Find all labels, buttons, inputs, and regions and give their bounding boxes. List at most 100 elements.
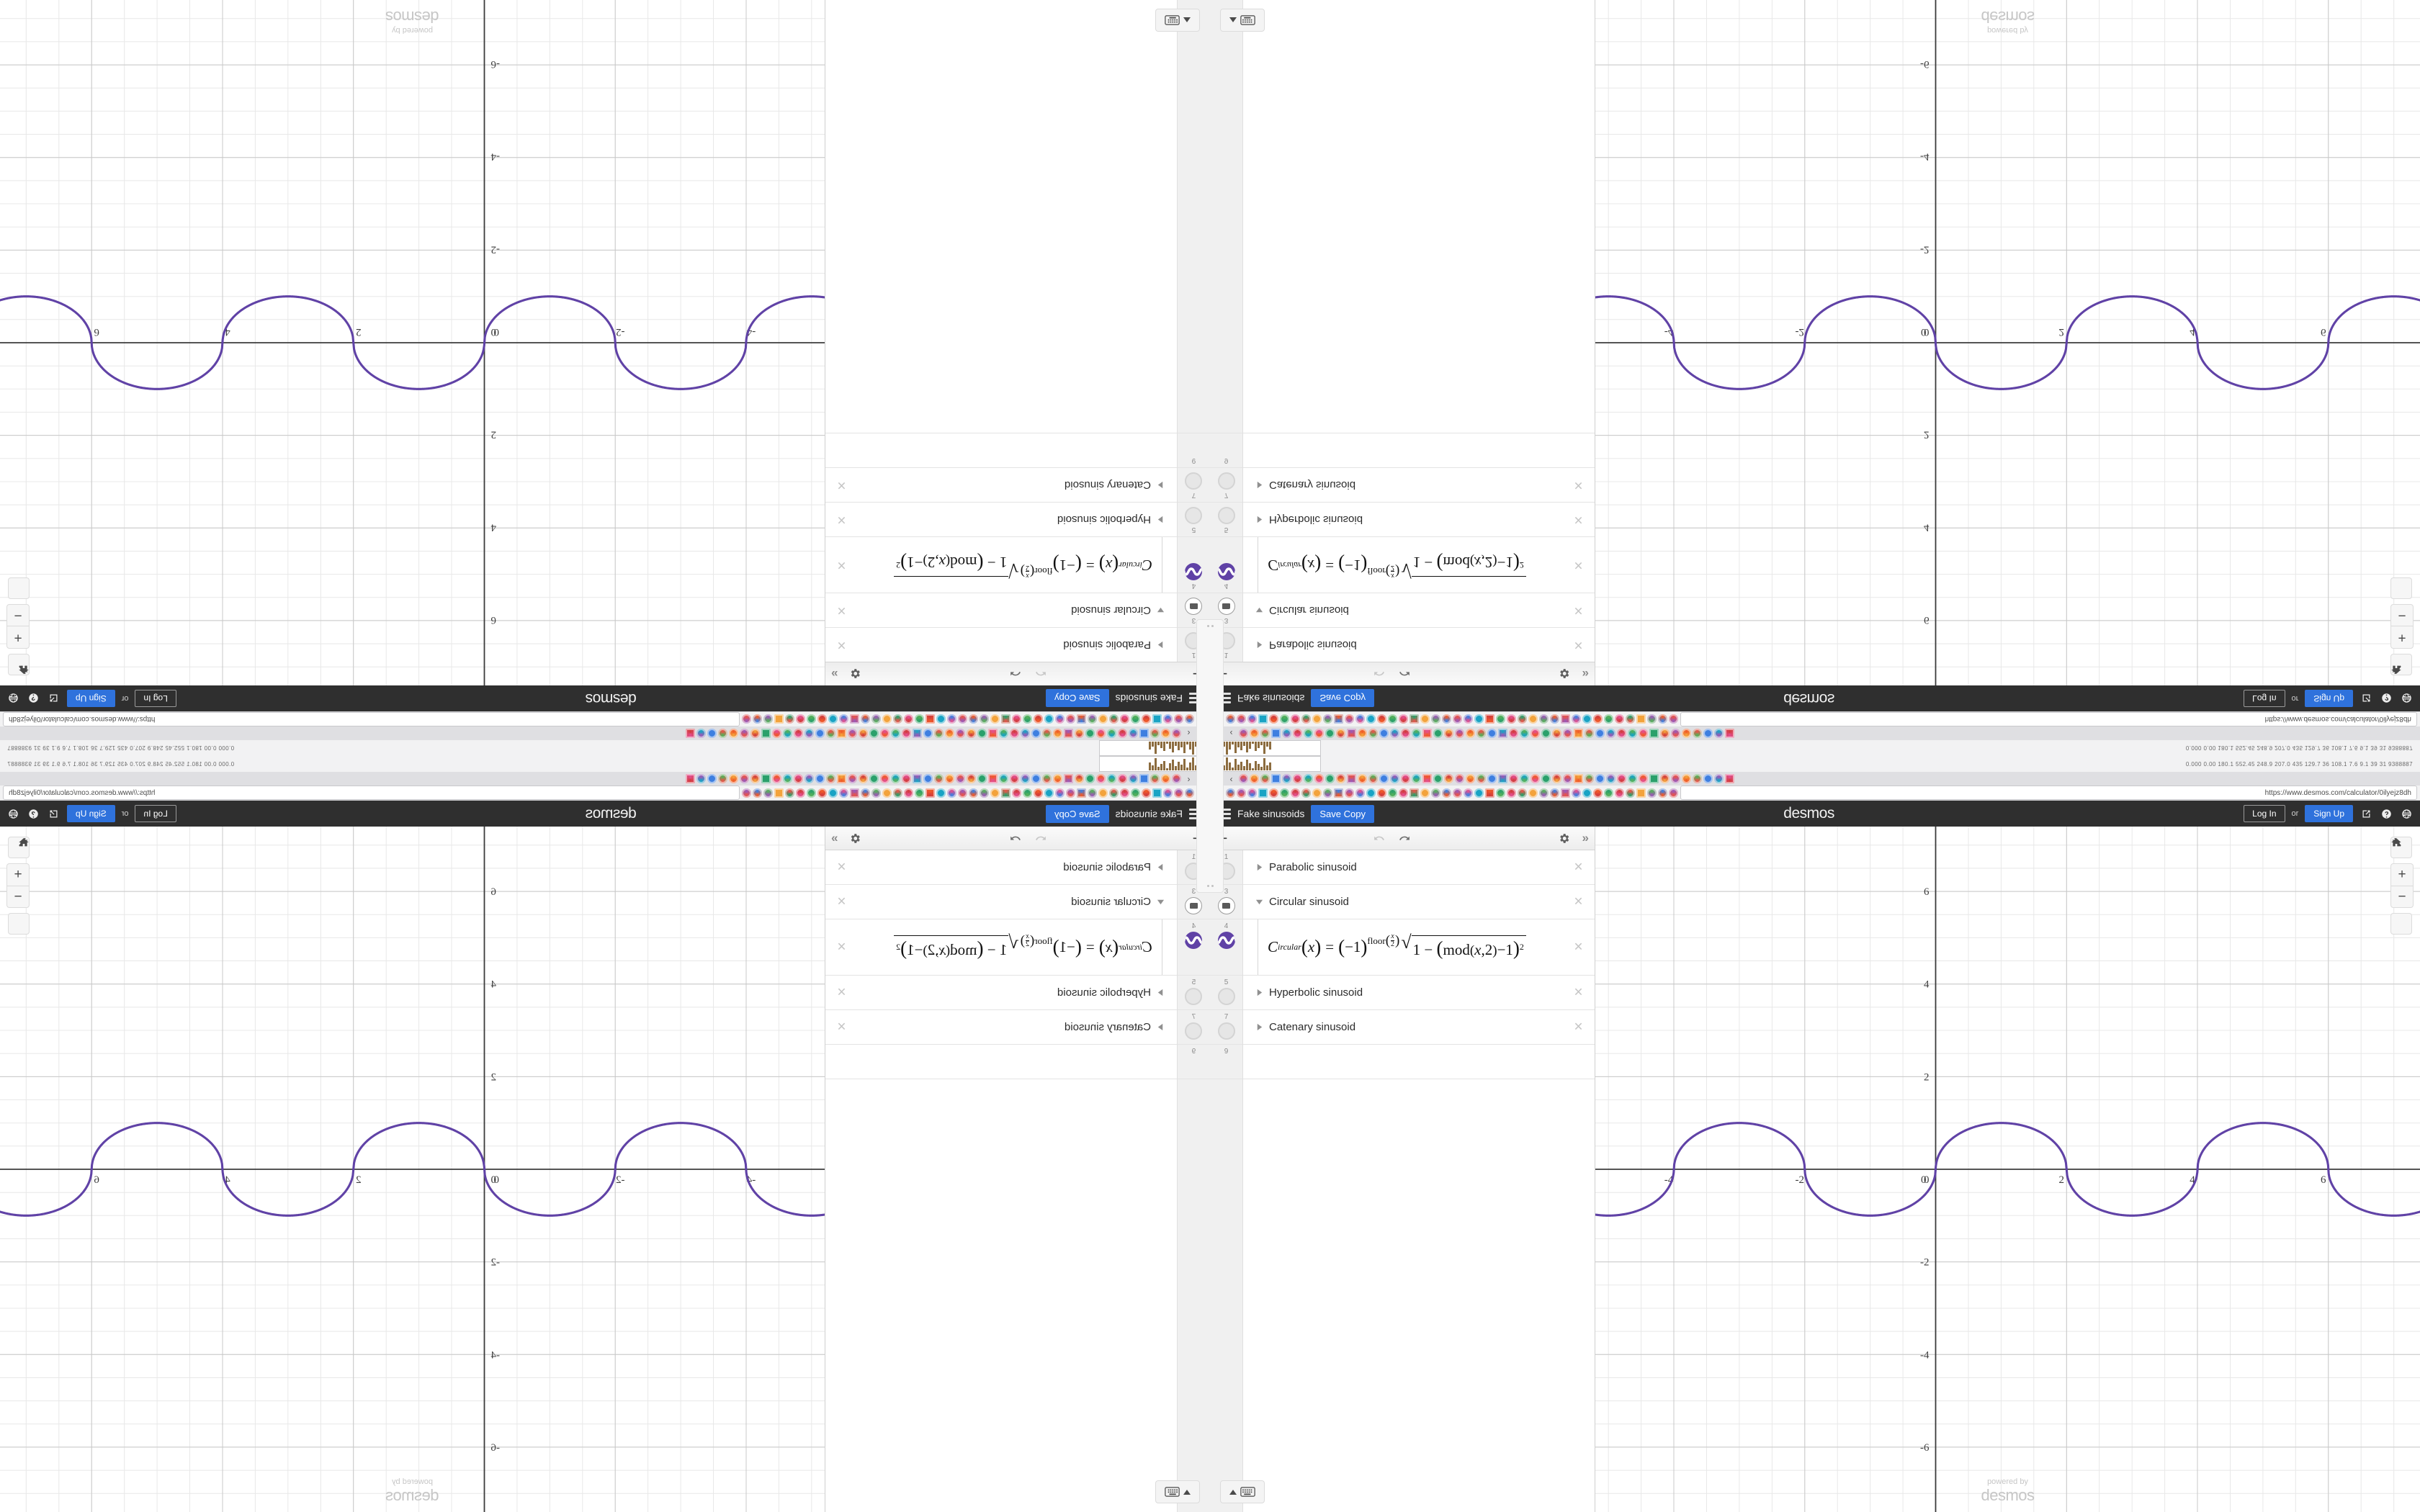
- favicon[interactable]: [828, 788, 838, 798]
- favicon[interactable]: [1390, 774, 1399, 783]
- favicon[interactable]: [1152, 788, 1162, 798]
- language-globe-icon[interactable]: [2400, 807, 2414, 821]
- favicon[interactable]: [1142, 788, 1151, 798]
- favicon[interactable]: [1714, 774, 1724, 783]
- favicon[interactable]: [1269, 788, 1278, 798]
- favicon[interactable]: [1336, 774, 1345, 783]
- graph-canvas[interactable]: -4 -2 0 2 4 6 -6 -4 -2 2 4 6 0 + −: [1595, 827, 2420, 1512]
- sign-up-button[interactable]: Sign Up: [67, 690, 115, 707]
- favicon[interactable]: [1107, 774, 1116, 783]
- favicon[interactable]: [1312, 788, 1322, 798]
- favicon[interactable]: [1626, 714, 1635, 724]
- bookmark-favicons[interactable]: [742, 714, 1194, 724]
- favicon[interactable]: [1075, 729, 1084, 738]
- help-icon[interactable]: [27, 692, 40, 706]
- favicon[interactable]: [729, 729, 738, 738]
- favicon[interactable]: [1250, 774, 1259, 783]
- expression-row-folder[interactable]: Hyperbolic sinusoid ×: [1243, 976, 1595, 1010]
- delete-expression-button[interactable]: ×: [837, 477, 846, 494]
- favicon[interactable]: [1617, 729, 1626, 738]
- favicon[interactable]: [1604, 714, 1613, 724]
- favicon[interactable]: [828, 714, 838, 724]
- favicon[interactable]: [837, 774, 846, 783]
- expression-row-folder[interactable]: Parabolic sinusoid ×: [1243, 850, 1595, 885]
- favicon[interactable]: [1260, 774, 1270, 783]
- favicon[interactable]: [1453, 714, 1462, 724]
- expression-row-folder[interactable]: Circular sinusoid ×: [1243, 885, 1595, 919]
- favicon[interactable]: [1185, 714, 1194, 724]
- favicon[interactable]: [1358, 729, 1367, 738]
- favicon[interactable]: [1485, 714, 1494, 724]
- favicon[interactable]: [988, 774, 998, 783]
- favicon[interactable]: [1271, 774, 1281, 783]
- delete-expression-button[interactable]: ×: [837, 893, 846, 909]
- plot-visibility-toggle[interactable]: [1217, 472, 1235, 490]
- chevron-right-icon[interactable]: [1155, 1021, 1167, 1033]
- favicon[interactable]: [740, 774, 749, 783]
- favicon[interactable]: [915, 714, 924, 724]
- favicon[interactable]: [1379, 729, 1389, 738]
- undo-icon[interactable]: [1034, 831, 1048, 845]
- favicon[interactable]: [913, 774, 922, 783]
- favicon[interactable]: [763, 714, 773, 724]
- favicon[interactable]: [1528, 788, 1538, 798]
- redo-icon[interactable]: [1008, 831, 1022, 845]
- home-icon[interactable]: [8, 577, 30, 674]
- favicon[interactable]: [1021, 729, 1030, 738]
- bookmark-favicons[interactable]: [1226, 788, 1678, 798]
- favicon[interactable]: [1455, 729, 1464, 738]
- favicon[interactable]: [1031, 774, 1041, 783]
- favicon[interactable]: [880, 729, 889, 738]
- favicon[interactable]: [1001, 788, 1010, 798]
- delete-expression-button[interactable]: ×: [837, 938, 846, 955]
- favicon[interactable]: [1023, 788, 1032, 798]
- favicon[interactable]: [1064, 729, 1073, 738]
- favicon[interactable]: [1323, 714, 1332, 724]
- delete-expression-button[interactable]: ×: [1574, 858, 1583, 875]
- favicon[interactable]: [980, 714, 989, 724]
- graph-title[interactable]: Fake sinusoids: [1237, 693, 1305, 704]
- tab-scroll-left-icon[interactable]: ‹: [1229, 773, 1233, 784]
- favicon[interactable]: [707, 774, 717, 783]
- plot-visibility-toggle[interactable]: [1185, 472, 1203, 490]
- expression-row-folder[interactable]: Catenary sinusoid ×: [1243, 467, 1595, 502]
- favicon[interactable]: [839, 788, 848, 798]
- save-copy-button[interactable]: Save Copy: [1311, 689, 1374, 708]
- tab-scroll-left-icon[interactable]: ‹: [1229, 728, 1233, 739]
- favicon[interactable]: [1161, 729, 1170, 738]
- favicon[interactable]: [1336, 729, 1345, 738]
- delete-expression-button[interactable]: ×: [837, 1018, 846, 1035]
- favicon[interactable]: [848, 774, 857, 783]
- favicon[interactable]: [1312, 714, 1322, 724]
- keyboard-toggle-button[interactable]: [1155, 9, 1200, 32]
- favicon[interactable]: [761, 729, 771, 738]
- expression-row-folder[interactable]: Circular sinusoid ×: [825, 885, 1177, 919]
- redo-icon[interactable]: [1008, 667, 1022, 681]
- language-globe-icon[interactable]: [6, 692, 20, 706]
- favicon[interactable]: [934, 774, 944, 783]
- tab-scroll-left-icon[interactable]: ‹: [1187, 773, 1191, 784]
- favicon[interactable]: [1120, 788, 1129, 798]
- chevron-right-icon[interactable]: [1155, 986, 1167, 999]
- favicon[interactable]: [1388, 714, 1397, 724]
- favicon[interactable]: [958, 788, 967, 798]
- delete-expression-button[interactable]: ×: [837, 603, 846, 619]
- favicon[interactable]: [891, 774, 900, 783]
- favicon[interactable]: [774, 714, 784, 724]
- favicon[interactable]: [891, 729, 900, 738]
- delete-expression-button[interactable]: ×: [1574, 603, 1583, 619]
- favicon[interactable]: [1703, 774, 1713, 783]
- favicon[interactable]: [1615, 714, 1624, 724]
- favicon[interactable]: [1088, 788, 1097, 798]
- gear-icon[interactable]: [849, 667, 863, 681]
- favicon[interactable]: [1088, 714, 1097, 724]
- plot-visibility-toggle[interactable]: [1217, 507, 1235, 524]
- favicon[interactable]: [1509, 729, 1518, 738]
- favicon[interactable]: [1507, 714, 1516, 724]
- favicon[interactable]: [869, 774, 879, 783]
- favicon[interactable]: [1507, 788, 1516, 798]
- redo-icon[interactable]: [1398, 831, 1412, 845]
- save-copy-button[interactable]: Save Copy: [1311, 804, 1374, 823]
